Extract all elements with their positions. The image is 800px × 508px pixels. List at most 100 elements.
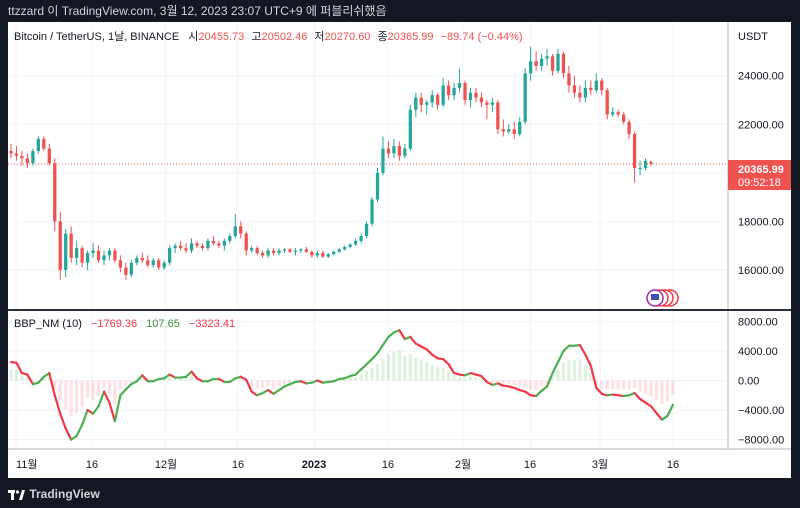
candle-body[interactable] <box>534 61 538 66</box>
candle-body[interactable] <box>293 250 298 252</box>
candle-body[interactable] <box>545 56 549 59</box>
candle-body[interactable] <box>151 260 155 266</box>
candle-body[interactable] <box>529 61 533 74</box>
candle-body[interactable] <box>441 85 445 105</box>
candle-body[interactable] <box>490 102 495 105</box>
candle-body[interactable] <box>228 236 232 241</box>
candle-body[interactable] <box>632 134 637 168</box>
candle-body[interactable] <box>107 250 112 256</box>
candle-body[interactable] <box>91 250 95 253</box>
candle-body[interactable] <box>20 155 24 159</box>
candle-body[interactable] <box>550 56 555 71</box>
candle-body[interactable] <box>403 148 407 156</box>
candle-body[interactable] <box>485 102 489 105</box>
candle-body[interactable] <box>277 250 281 253</box>
candle-body[interactable] <box>359 236 363 241</box>
candle-body[interactable] <box>430 95 434 103</box>
candle-body[interactable] <box>348 244 352 247</box>
candle-body[interactable] <box>452 87 456 96</box>
candle-body[interactable] <box>250 248 254 251</box>
candle-body[interactable] <box>47 148 51 164</box>
candle-body[interactable] <box>583 87 587 98</box>
candle-body[interactable] <box>85 253 90 263</box>
candle-body[interactable] <box>425 102 429 105</box>
candle-body[interactable] <box>343 246 347 250</box>
candle-body[interactable] <box>310 251 314 256</box>
candle-body[interactable] <box>113 250 117 261</box>
candle-body[interactable] <box>375 172 380 200</box>
candle-body[interactable] <box>589 87 593 91</box>
candle-body[interactable] <box>217 243 221 246</box>
candle-body[interactable] <box>474 92 478 98</box>
indicator-legend[interactable]: BBP_NM (10) −1769.36 107.65 −3323.41 <box>14 318 235 330</box>
candle-body[interactable] <box>178 245 183 249</box>
candle-body[interactable] <box>572 85 577 93</box>
candle-body[interactable] <box>124 267 128 275</box>
candle-body[interactable] <box>129 262 133 275</box>
candle-body[interactable] <box>255 248 259 253</box>
candle-body[interactable] <box>260 253 265 256</box>
candle-body[interactable] <box>408 109 412 149</box>
economic-events-icon[interactable] <box>646 289 679 307</box>
candle-body[interactable] <box>496 102 500 130</box>
candle-body[interactable] <box>479 97 484 103</box>
candle-body[interactable] <box>353 240 358 245</box>
candle-body[interactable] <box>512 129 516 134</box>
candle-body[interactable] <box>36 138 40 151</box>
candle-body[interactable] <box>567 73 571 86</box>
candle-body[interactable] <box>167 248 172 263</box>
candle-body[interactable] <box>507 129 511 132</box>
candle-body[interactable] <box>436 95 440 105</box>
candle-body[interactable] <box>146 260 150 266</box>
candle-body[interactable] <box>189 243 194 251</box>
candle-body[interactable] <box>643 160 648 168</box>
candle-body[interactable] <box>64 233 68 270</box>
candle-body[interactable] <box>184 248 188 251</box>
candle-body[interactable] <box>299 249 303 251</box>
candle-body[interactable] <box>25 158 30 164</box>
candle-body[interactable] <box>397 146 402 156</box>
candle-body[interactable] <box>195 243 199 246</box>
symbol-legend[interactable]: Bitcoin / TetherUS, 1날, BINANCE 시20455.7… <box>14 30 523 43</box>
candle-body[interactable] <box>80 248 84 263</box>
candle-body[interactable] <box>96 250 101 261</box>
candle-body[interactable] <box>649 161 653 164</box>
candle-body[interactable] <box>556 53 560 71</box>
candle-body[interactable] <box>266 250 270 256</box>
oscillator-lines[interactable] <box>9 329 674 441</box>
candle-body[interactable] <box>457 83 462 88</box>
candle-body[interactable] <box>102 255 106 261</box>
candle-body[interactable] <box>31 151 35 164</box>
candle-body[interactable] <box>523 73 527 122</box>
candle-body[interactable] <box>206 240 210 249</box>
candle-body[interactable] <box>69 233 73 258</box>
candle-body[interactable] <box>605 90 609 115</box>
candle-body[interactable] <box>42 138 46 149</box>
candle-body[interactable] <box>326 254 330 257</box>
candle-body[interactable] <box>594 80 598 91</box>
candle-body[interactable] <box>518 121 522 134</box>
candle-body[interactable] <box>315 253 319 256</box>
candle-body[interactable] <box>392 146 396 154</box>
candle-body[interactable] <box>304 249 309 252</box>
candle-body[interactable] <box>468 92 473 100</box>
candle-body[interactable] <box>222 240 226 246</box>
candles[interactable] <box>9 46 653 280</box>
chart-svg[interactable]: 16000.0018000.0020000.0022000.0024000.00… <box>8 22 791 478</box>
candle-body[interactable] <box>638 168 642 169</box>
candle-body[interactable] <box>239 226 243 234</box>
chart-area[interactable]: 16000.0018000.0020000.0022000.0024000.00… <box>8 22 791 478</box>
candle-body[interactable] <box>271 250 276 253</box>
candle-body[interactable] <box>140 257 144 261</box>
candle-body[interactable] <box>157 260 161 268</box>
candle-body[interactable] <box>611 112 615 115</box>
candle-body[interactable] <box>561 53 566 74</box>
candle-body[interactable] <box>244 233 248 251</box>
candle-body[interactable] <box>75 248 79 258</box>
candle-body[interactable] <box>162 262 166 268</box>
candle-body[interactable] <box>9 151 13 154</box>
candle-body[interactable] <box>53 163 57 222</box>
candle-body[interactable] <box>211 240 216 244</box>
candle-body[interactable] <box>282 249 287 251</box>
candle-body[interactable] <box>332 251 336 255</box>
